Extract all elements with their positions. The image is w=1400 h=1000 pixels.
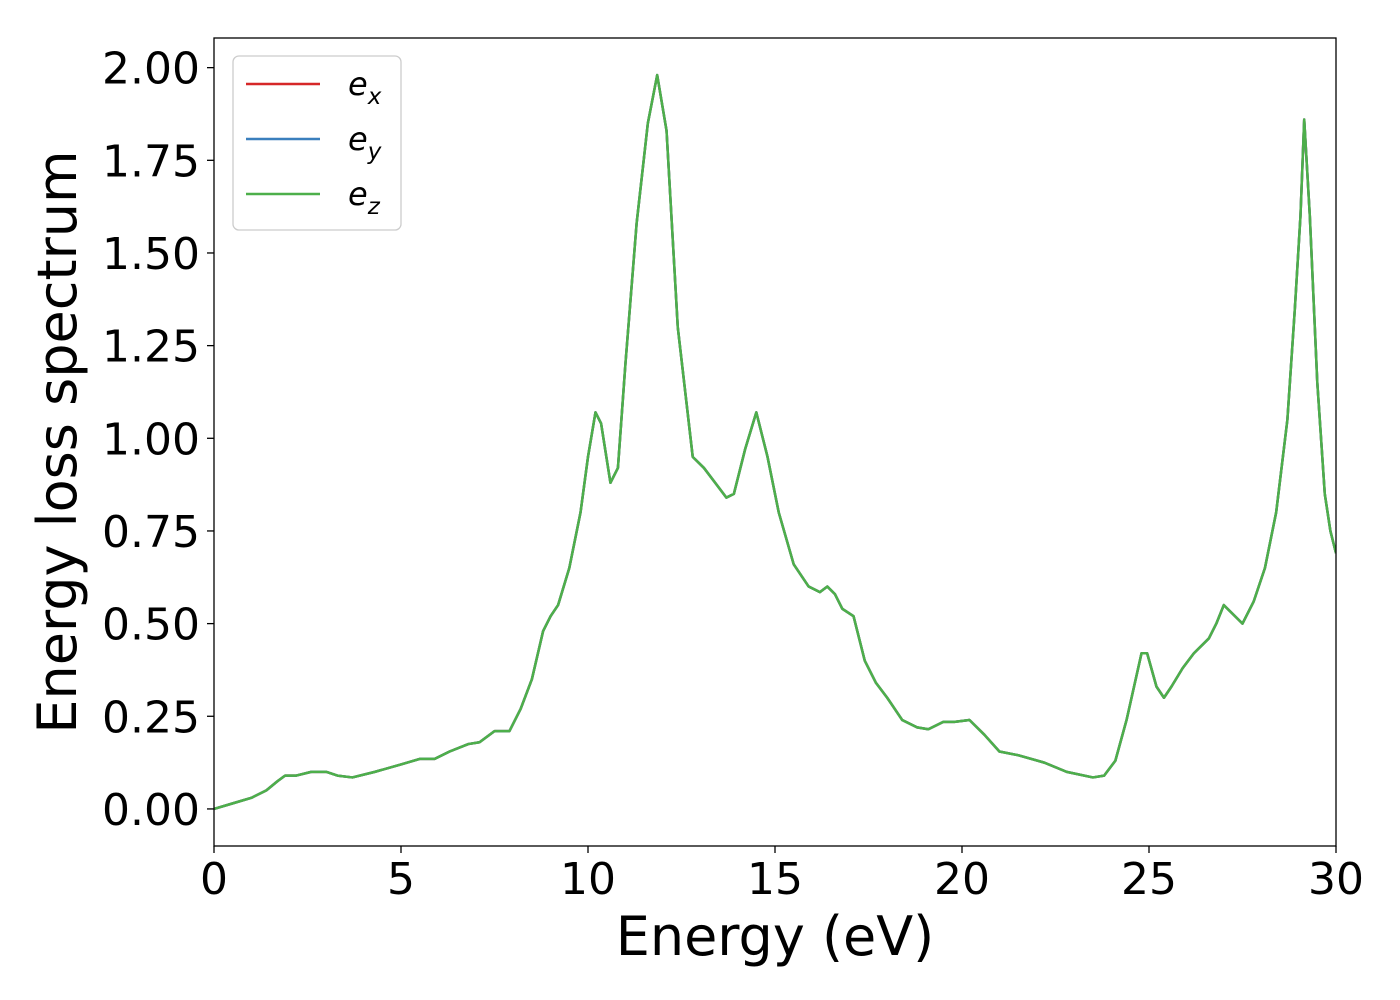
y-tick-label: 1.00 xyxy=(102,414,200,465)
series-line-z xyxy=(214,73,1336,811)
y-tick-label: 0.25 xyxy=(102,692,200,743)
legend-label-y: ey xyxy=(348,120,382,165)
x-tick-label: 15 xyxy=(747,854,803,905)
x-tick-label: 25 xyxy=(1121,854,1177,905)
legend: ex ey ez xyxy=(232,55,402,231)
y-tick-label: 0.50 xyxy=(102,600,200,651)
y-tick-label: 2.00 xyxy=(102,44,200,95)
y-tick-label: 0.75 xyxy=(102,507,200,558)
x-tick-label: 20 xyxy=(934,854,990,905)
x-tick-label: 5 xyxy=(387,854,415,905)
y-tick-label: 1.50 xyxy=(102,229,200,280)
legend-box xyxy=(232,55,402,231)
y-tick-label: 1.75 xyxy=(102,136,200,187)
legend-label-z: ez xyxy=(348,175,381,220)
y-tick-label: 0.00 xyxy=(102,785,200,836)
legend-label-x: ex xyxy=(348,65,382,110)
x-tick-label: 0 xyxy=(200,854,228,905)
y-axis-title: Energy loss spectrum xyxy=(26,150,89,733)
axes: 0 5 10 15 20 25 30 0.00 0.25 0.50 0.75 1.00 1.25 1.50… xyxy=(102,37,1364,905)
y-tick-label: 1.25 xyxy=(102,322,200,373)
x-tick-label: 10 xyxy=(560,854,616,905)
x-tick-label: 30 xyxy=(1308,854,1364,905)
plot-area xyxy=(214,73,1336,811)
x-axis-title: Energy (eV) xyxy=(616,905,935,968)
